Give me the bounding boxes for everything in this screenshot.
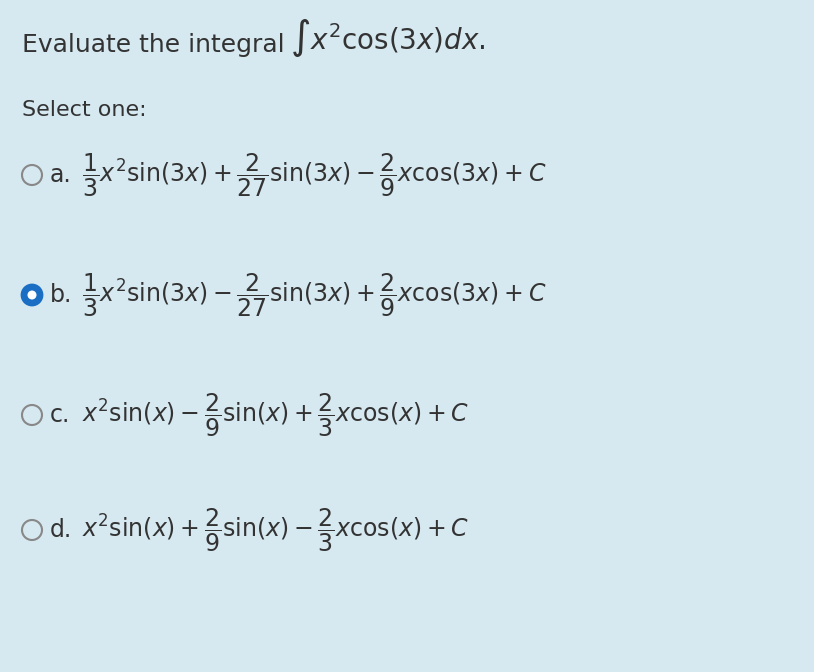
Circle shape [28,290,37,300]
Text: $x^2 \sin(x) - \dfrac{2}{9}\sin(x) + \dfrac{2}{3}x\cos(x) + C$: $x^2 \sin(x) - \dfrac{2}{9}\sin(x) + \df… [82,391,469,439]
Text: c.: c. [50,403,70,427]
Text: Select one:: Select one: [22,100,147,120]
Text: d.: d. [50,518,72,542]
Text: a.: a. [50,163,72,187]
Circle shape [22,405,42,425]
Circle shape [22,165,42,185]
Text: $\int x^2 \cos(3x)dx.$: $\int x^2 \cos(3x)dx.$ [290,17,486,59]
Circle shape [22,520,42,540]
Text: $\dfrac{1}{3}x^2 \sin(3x) + \dfrac{2}{27}\sin(3x) - \dfrac{2}{9}x\cos(3x) + C$: $\dfrac{1}{3}x^2 \sin(3x) + \dfrac{2}{27… [82,151,546,199]
Text: $\dfrac{1}{3}x^2 \sin(3x) - \dfrac{2}{27}\sin(3x) + \dfrac{2}{9}x\cos(3x) + C$: $\dfrac{1}{3}x^2 \sin(3x) - \dfrac{2}{27… [82,271,546,319]
Text: b.: b. [50,283,72,307]
Text: Evaluate the integral: Evaluate the integral [22,33,285,57]
Text: $x^2 \sin(x) + \dfrac{2}{9}\sin(x) - \dfrac{2}{3}x\cos(x) + C$: $x^2 \sin(x) + \dfrac{2}{9}\sin(x) - \df… [82,506,469,554]
Circle shape [22,285,42,305]
